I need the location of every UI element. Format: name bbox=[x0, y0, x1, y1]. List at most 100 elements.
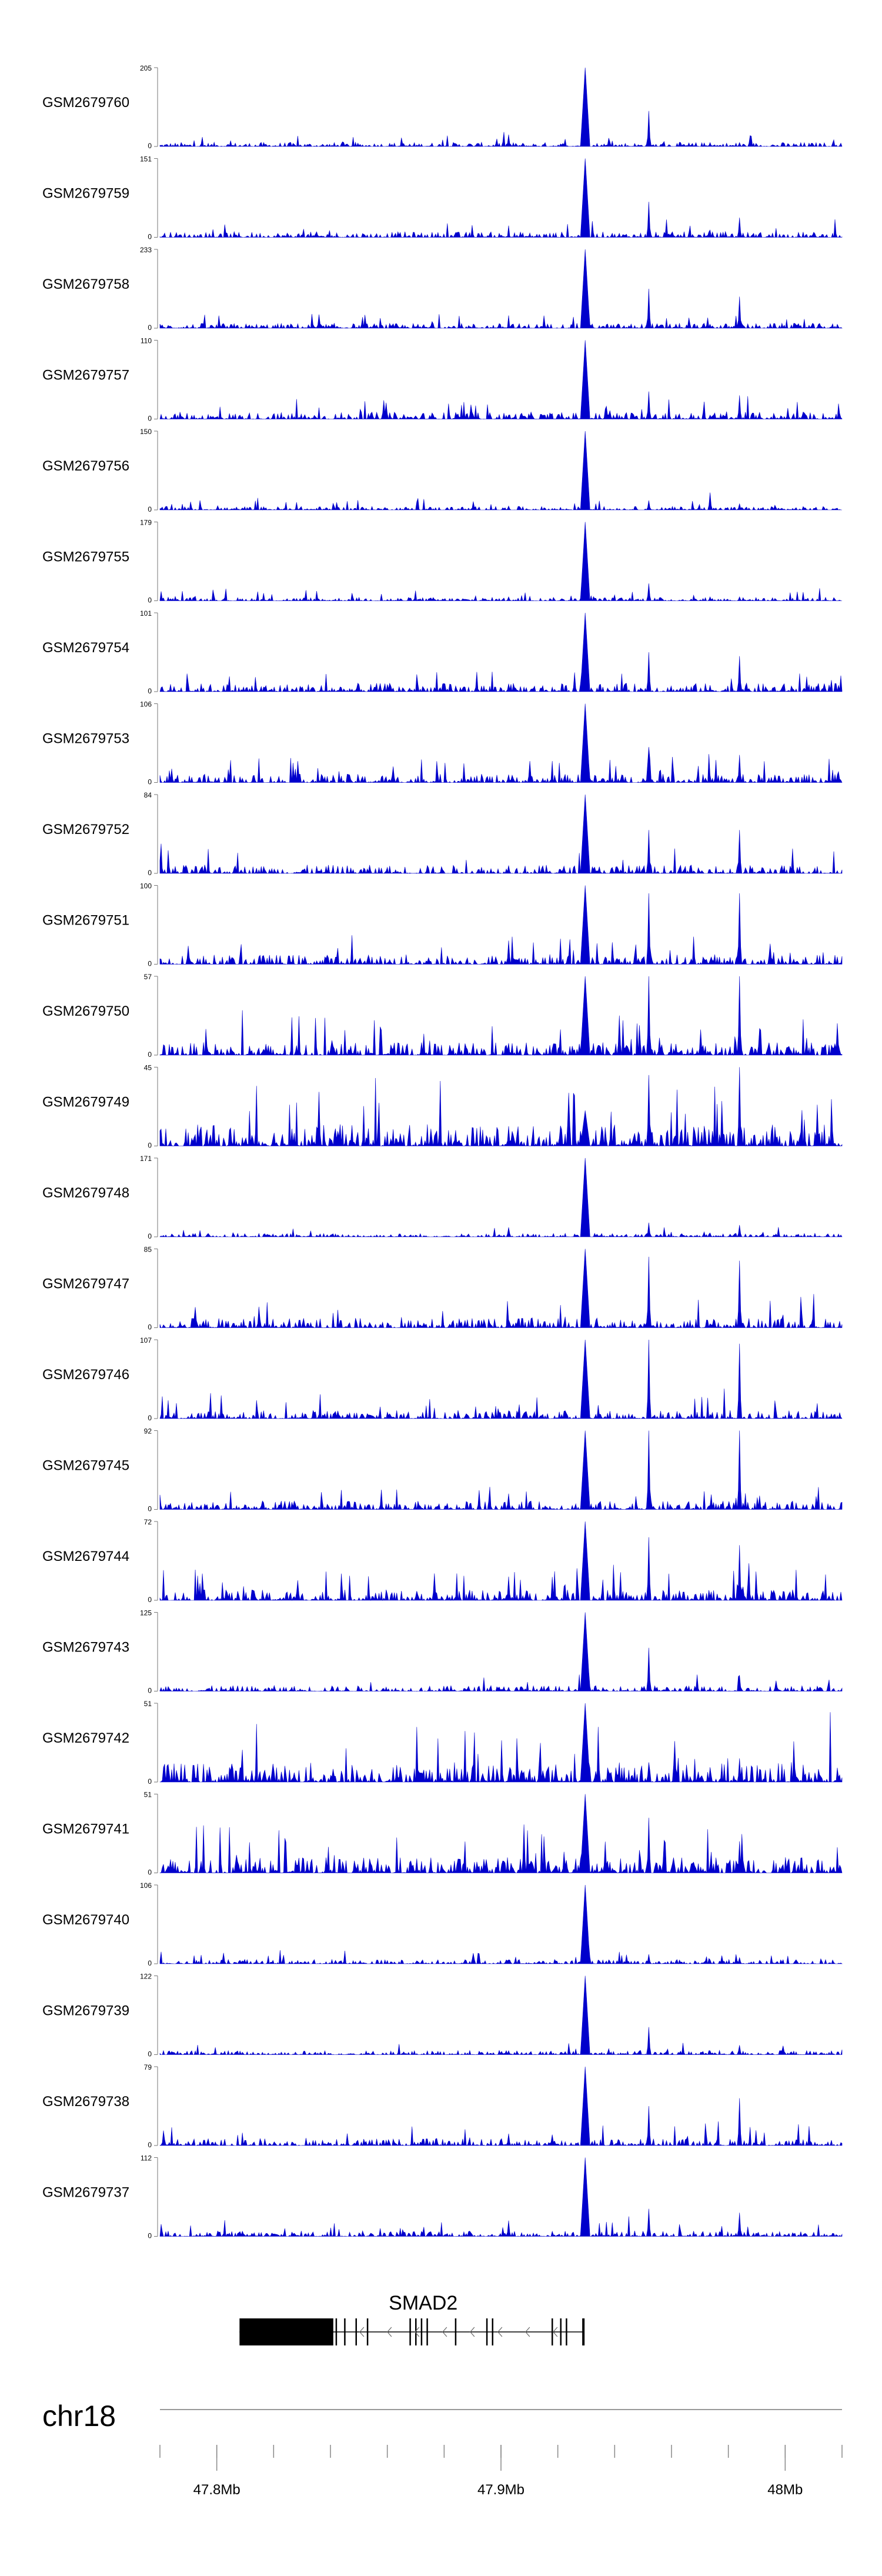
signal-area bbox=[159, 976, 843, 1056]
track-label: GSM2679756 bbox=[42, 458, 129, 474]
scale-max-label: 171 bbox=[140, 1154, 152, 1163]
signal-area bbox=[159, 1794, 843, 1874]
gene-exon bbox=[344, 2318, 346, 2345]
scale-max-label: 107 bbox=[140, 1336, 152, 1344]
scale-min-label: 0 bbox=[148, 1050, 152, 1059]
scale-min-label: 0 bbox=[148, 505, 152, 513]
scale-max-label: 122 bbox=[140, 1973, 152, 1981]
scale-min-label: 0 bbox=[148, 960, 152, 968]
scale-min-label: 0 bbox=[148, 596, 152, 605]
scale-max-label: 85 bbox=[144, 1246, 152, 1254]
scale-min-label: 0 bbox=[148, 2232, 152, 2240]
gene-exon bbox=[355, 2318, 357, 2345]
gene-exon bbox=[560, 2318, 562, 2345]
scale-max-label: 92 bbox=[144, 1427, 152, 1436]
track-label: GSM2679758 bbox=[42, 276, 129, 292]
signal-area bbox=[159, 1249, 843, 1329]
scale-min-label: 0 bbox=[148, 2141, 152, 2149]
track-label: GSM2679742 bbox=[42, 1730, 129, 1746]
strand-arrow bbox=[359, 2327, 365, 2337]
scale-max-label: 45 bbox=[144, 1064, 152, 1072]
scale-min-label: 0 bbox=[148, 1232, 152, 1240]
signal-area bbox=[159, 67, 843, 147]
track-GSM2679756: GSM2679756 150 0 bbox=[42, 428, 842, 513]
x-tick-label: 48Mb bbox=[767, 2482, 803, 2498]
signal-area bbox=[159, 1339, 843, 1420]
gene-exon bbox=[420, 2318, 423, 2345]
scale-min-label: 0 bbox=[148, 1596, 152, 1604]
signal-area bbox=[159, 612, 843, 692]
scale-min-label: 0 bbox=[148, 1687, 152, 1695]
track-label: GSM2679757 bbox=[42, 368, 129, 383]
track-GSM2679760: GSM2679760 205 0 bbox=[42, 64, 843, 150]
track-label: GSM2679755 bbox=[42, 549, 129, 565]
track-GSM2679754: GSM2679754 101 0 bbox=[42, 609, 843, 695]
track-label: GSM2679741 bbox=[42, 1821, 129, 1837]
scale-max-label: 100 bbox=[140, 882, 152, 890]
strand-arrow bbox=[415, 2327, 420, 2337]
scale-max-label: 84 bbox=[144, 791, 152, 799]
scale-max-label: 79 bbox=[144, 2063, 152, 2071]
scale-max-label: 51 bbox=[144, 1700, 152, 1708]
gene-exon bbox=[409, 2318, 411, 2345]
track-label: GSM2679744 bbox=[42, 1549, 129, 1564]
scale-max-label: 125 bbox=[140, 1609, 152, 1617]
gene-exon bbox=[366, 2318, 369, 2345]
track-GSM2679739: GSM2679739 122 0 bbox=[42, 1973, 843, 2058]
track-label: GSM2679760 bbox=[42, 95, 129, 111]
signal-area bbox=[159, 794, 843, 875]
track-GSM2679750: GSM2679750 57 0 bbox=[42, 973, 843, 1059]
scale-min-label: 0 bbox=[148, 687, 152, 695]
scale-max-label: 205 bbox=[140, 64, 152, 72]
scale-max-label: 106 bbox=[140, 700, 152, 709]
scale-max-label: 57 bbox=[144, 973, 152, 981]
signal-area bbox=[159, 249, 843, 329]
scale-max-label: 106 bbox=[140, 1881, 152, 1890]
track-label: GSM2679753 bbox=[42, 731, 129, 747]
gene-track: SMAD2 bbox=[239, 2292, 585, 2345]
scale-min-label: 0 bbox=[148, 869, 152, 877]
track-GSM2679758: GSM2679758 233 0 bbox=[42, 246, 843, 332]
scale-min-label: 0 bbox=[148, 1142, 152, 1150]
x-tick-label: 47.9Mb bbox=[477, 2482, 524, 2498]
gene-exon bbox=[455, 2318, 457, 2345]
scale-min-label: 0 bbox=[148, 1323, 152, 1332]
gene-exon bbox=[566, 2318, 567, 2345]
strand-arrow bbox=[497, 2327, 503, 2337]
track-GSM2679751: GSM2679751 100 0 bbox=[42, 882, 843, 968]
strand-arrow bbox=[387, 2327, 392, 2337]
track-GSM2679747: GSM2679747 85 0 bbox=[42, 1246, 843, 1332]
signal-tracks: GSM2679760 205 0 GSM2679759 151 0 GSM2679758 23… bbox=[42, 64, 843, 2240]
track-GSM2679746: GSM2679746 107 0 bbox=[42, 1336, 843, 1422]
track-GSM2679745: GSM2679745 92 0 bbox=[42, 1427, 843, 1513]
scale-max-label: 51 bbox=[144, 1791, 152, 1799]
strand-arrow bbox=[525, 2327, 530, 2337]
signal-area bbox=[159, 2066, 843, 2147]
gene-exon bbox=[492, 2318, 493, 2345]
signal-area bbox=[159, 885, 843, 965]
track-GSM2679752: GSM2679752 84 0 bbox=[42, 791, 843, 877]
scale-min-label: 0 bbox=[148, 1414, 152, 1422]
x-tick-label: 47.8Mb bbox=[193, 2482, 240, 2498]
scale-max-label: 72 bbox=[144, 1518, 152, 1526]
scale-min-label: 0 bbox=[148, 2050, 152, 2058]
gene-label: SMAD2 bbox=[389, 2292, 457, 2314]
track-label: GSM2679743 bbox=[42, 1640, 129, 1656]
scale-min-label: 0 bbox=[148, 233, 152, 241]
signal-area bbox=[159, 340, 843, 420]
signal-area bbox=[159, 1703, 843, 1783]
gene-exon bbox=[415, 2318, 417, 2345]
track-label: GSM2679750 bbox=[42, 1003, 129, 1019]
gene-exon bbox=[486, 2318, 488, 2345]
scale-min-label: 0 bbox=[148, 1777, 152, 1786]
track-label: GSM2679739 bbox=[42, 2003, 129, 2019]
scale-max-label: 179 bbox=[140, 519, 152, 527]
signal-area bbox=[159, 1157, 843, 1237]
track-label: GSM2679754 bbox=[42, 640, 129, 656]
signal-area bbox=[159, 1521, 843, 1601]
track-label: GSM2679746 bbox=[42, 1367, 129, 1383]
track-GSM2679755: GSM2679755 179 0 bbox=[42, 519, 843, 605]
scale-min-label: 0 bbox=[148, 142, 152, 150]
track-label: GSM2679748 bbox=[42, 1185, 129, 1201]
